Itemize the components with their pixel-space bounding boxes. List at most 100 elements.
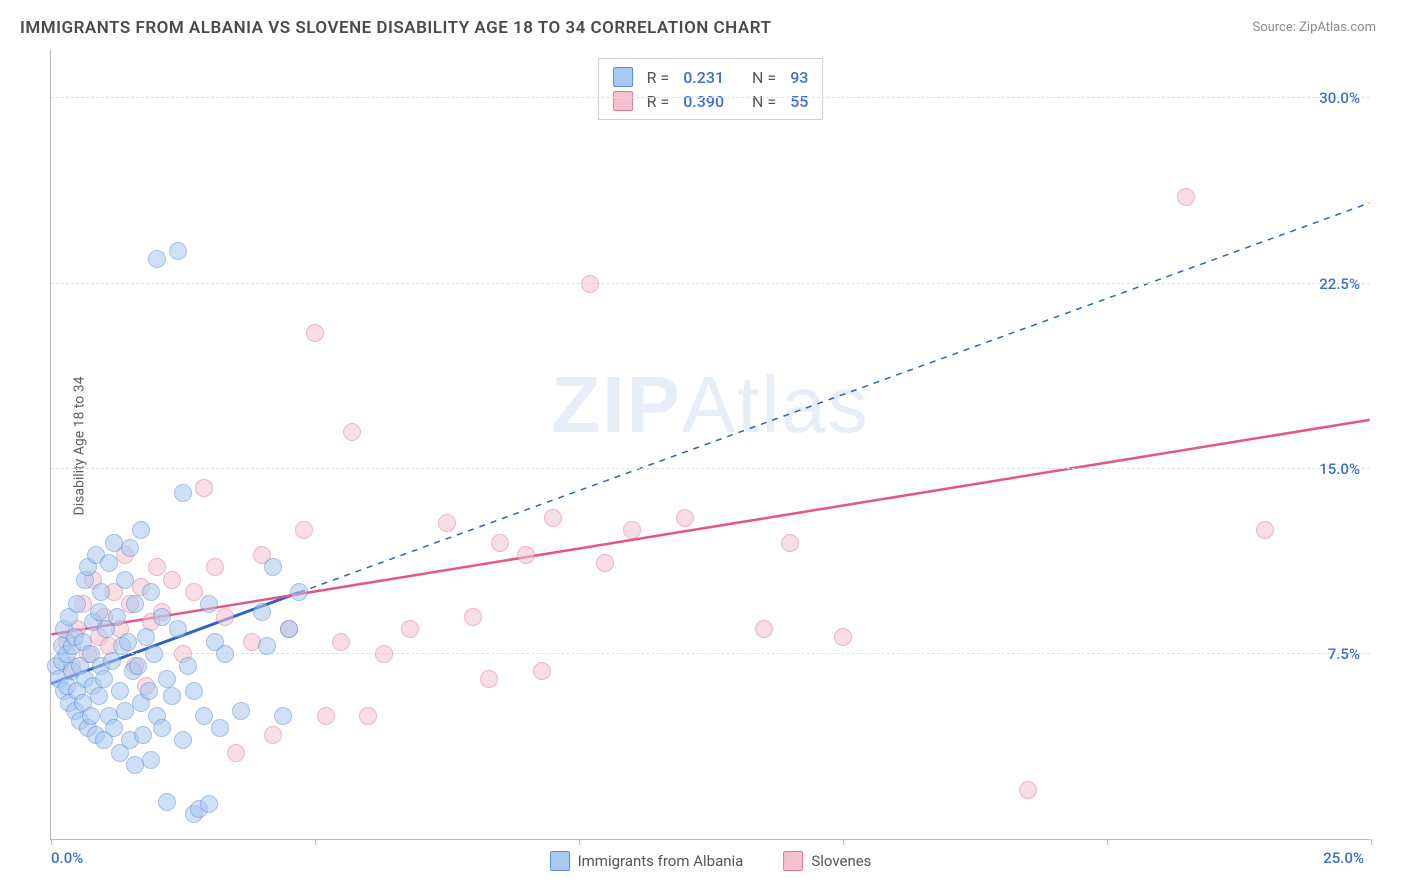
scatter-point xyxy=(95,670,113,688)
scatter-point xyxy=(290,583,308,601)
scatter-point xyxy=(596,554,614,572)
legend-n-value: 93 xyxy=(790,68,808,87)
scatter-point xyxy=(174,484,192,502)
scatter-point xyxy=(158,793,176,811)
scatter-point xyxy=(90,603,108,621)
gridline xyxy=(51,653,1370,654)
legend-n-label: N = xyxy=(752,92,776,111)
scatter-point xyxy=(153,608,171,626)
scatter-point xyxy=(211,719,229,737)
legend-item: Immigrants from Albania xyxy=(550,851,744,871)
scatter-point xyxy=(145,645,163,663)
legend-series: Immigrants from Albania Slovenes xyxy=(550,851,872,871)
scatter-point xyxy=(464,608,482,626)
scatter-point xyxy=(623,521,641,539)
scatter-point xyxy=(179,657,197,675)
scatter-point xyxy=(533,662,551,680)
scatter-point xyxy=(169,620,187,638)
scatter-point xyxy=(148,558,166,576)
scatter-point xyxy=(295,521,313,539)
y-tick-label: 30.0% xyxy=(1319,89,1360,107)
scatter-point xyxy=(264,726,282,744)
scatter-point xyxy=(105,719,123,737)
scatter-point xyxy=(253,603,271,621)
x-tick xyxy=(579,839,580,845)
scatter-point xyxy=(185,682,203,700)
watermark-rest: Atlas xyxy=(682,360,870,449)
x-tick xyxy=(843,839,844,845)
scatter-point xyxy=(142,583,160,601)
scatter-point xyxy=(359,707,377,725)
scatter-point xyxy=(140,682,158,700)
legend-item: Slovenes xyxy=(783,851,871,871)
scatter-point xyxy=(480,670,498,688)
scatter-point xyxy=(158,670,176,688)
scatter-point xyxy=(129,657,147,675)
scatter-plot: ZIPAtlas R =0.231N =93R =0.390N =55 Immi… xyxy=(50,50,1370,840)
scatter-point xyxy=(82,707,100,725)
legend-r-label: R = xyxy=(647,92,670,111)
scatter-point xyxy=(676,509,694,527)
legend-swatch xyxy=(550,851,570,871)
gridline xyxy=(51,468,1370,469)
scatter-point xyxy=(200,595,218,613)
gridline xyxy=(51,283,1370,284)
y-tick-label: 22.5% xyxy=(1319,275,1360,293)
scatter-point xyxy=(264,558,282,576)
scatter-point xyxy=(163,571,181,589)
scatter-point xyxy=(755,620,773,638)
scatter-point xyxy=(108,608,126,626)
scatter-point xyxy=(148,250,166,268)
trend-line xyxy=(51,420,1369,635)
x-tick xyxy=(315,839,316,845)
scatter-point xyxy=(142,751,160,769)
scatter-point xyxy=(121,539,139,557)
legend-row: R =0.231N =93 xyxy=(613,65,809,89)
legend-r-value: 0.390 xyxy=(683,92,724,111)
legend-swatch xyxy=(613,67,633,87)
x-tick-label: 0.0% xyxy=(51,849,83,867)
scatter-point xyxy=(132,521,150,539)
scatter-point xyxy=(68,595,86,613)
scatter-point xyxy=(306,324,324,342)
scatter-point xyxy=(174,731,192,749)
scatter-point xyxy=(343,423,361,441)
scatter-point xyxy=(119,633,137,651)
source-label: Source: ZipAtlas.com xyxy=(1252,20,1376,35)
scatter-point xyxy=(227,744,245,762)
scatter-point xyxy=(834,628,852,646)
scatter-point xyxy=(195,479,213,497)
scatter-point xyxy=(185,583,203,601)
chart-title: IMMIGRANTS FROM ALBANIA VS SLOVENE DISAB… xyxy=(20,18,771,38)
x-tick xyxy=(1107,839,1108,845)
scatter-point xyxy=(216,608,234,626)
scatter-point xyxy=(274,707,292,725)
scatter-point xyxy=(195,707,213,725)
x-tick xyxy=(1371,839,1372,845)
scatter-point xyxy=(375,645,393,663)
scatter-point xyxy=(1019,781,1037,799)
legend-r-value: 0.231 xyxy=(683,68,724,87)
scatter-point xyxy=(126,595,144,613)
scatter-point xyxy=(116,571,134,589)
scatter-point xyxy=(544,509,562,527)
x-tick-label: 25.0% xyxy=(1323,849,1364,867)
x-tick xyxy=(51,839,52,845)
scatter-point xyxy=(90,687,108,705)
scatter-point xyxy=(317,707,335,725)
scatter-point xyxy=(92,583,110,601)
scatter-point xyxy=(401,620,419,638)
scatter-point xyxy=(438,514,456,532)
legend-correlation: R =0.231N =93R =0.390N =55 xyxy=(598,58,824,120)
scatter-point xyxy=(258,637,276,655)
scatter-point xyxy=(781,534,799,552)
scatter-point xyxy=(581,275,599,293)
scatter-point xyxy=(1256,521,1274,539)
scatter-point xyxy=(153,719,171,737)
scatter-point xyxy=(1177,188,1195,206)
scatter-point xyxy=(206,558,224,576)
y-tick-label: 7.5% xyxy=(1328,645,1360,663)
scatter-point xyxy=(111,682,129,700)
trend-lines xyxy=(51,50,1370,839)
scatter-point xyxy=(280,620,298,638)
